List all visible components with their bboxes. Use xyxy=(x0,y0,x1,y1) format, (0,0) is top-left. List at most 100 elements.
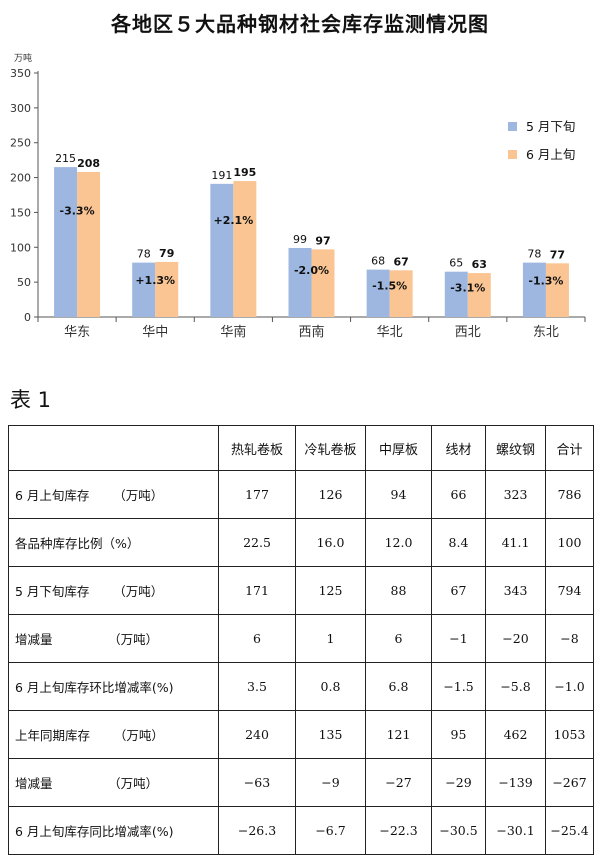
table-cell: −22.3 xyxy=(365,806,432,855)
table-cell: 1053 xyxy=(545,710,594,759)
legend-swatch xyxy=(508,150,517,159)
x-tick-label: 华中 xyxy=(142,325,168,340)
table-cell: 3.5 xyxy=(218,662,296,711)
table-cell: 41.1 xyxy=(485,518,546,567)
table-cell: −139 xyxy=(485,758,546,807)
table-cell: −6.7 xyxy=(295,806,366,855)
table-cell: 177 xyxy=(218,470,296,519)
table-cell: 6 xyxy=(218,614,296,663)
x-tick-label: 华北 xyxy=(377,325,403,340)
table-cell: −1 xyxy=(431,614,486,663)
bar-early-june xyxy=(467,273,491,317)
bar-early-june xyxy=(77,171,101,317)
table-row: 6 月上旬库存环比增减率(%) 3.5 0.8 6.8 −1.5 −5.8 −1.0 xyxy=(8,662,594,711)
table-cell: 6.8 xyxy=(365,662,432,711)
bar-value-label: 195 xyxy=(233,166,256,179)
table-cell: 462 xyxy=(485,710,546,759)
table-cell: −20 xyxy=(485,614,546,663)
table-cell: −30.5 xyxy=(431,806,486,855)
bar-early-june xyxy=(389,270,413,317)
bar-value-label: 97 xyxy=(315,234,330,247)
table-cell: 343 xyxy=(485,566,546,615)
table-header-cell: 热轧卷板 xyxy=(218,425,296,471)
bar-early-june xyxy=(545,263,569,317)
table-cell: 67 xyxy=(431,566,486,615)
row-label-cell: 5 月下旬库存 （万吨） xyxy=(8,566,219,615)
bar-late-may xyxy=(54,167,78,317)
bar-late-may xyxy=(366,269,390,317)
bar-value-label: 77 xyxy=(550,248,565,261)
change-rate-label: +1.3% xyxy=(135,274,175,287)
row-label-cell: 6 月上旬库存环比增减率(%) xyxy=(8,662,219,711)
bar-value-label: 208 xyxy=(77,157,100,170)
table-row: 增减量 （万吨） 6 1 6 −1 −20 −8 xyxy=(8,614,594,663)
bar-value-label: 68 xyxy=(371,255,385,268)
table-header-cell: 线材 xyxy=(431,425,486,471)
bar-early-june xyxy=(233,181,257,317)
table-row: 6 月上旬库存 （万吨） 177 126 94 66 323 786 xyxy=(8,470,594,519)
change-rate-label: -2.0% xyxy=(294,264,329,277)
bar-value-label: 78 xyxy=(137,248,151,261)
table-cell: 94 xyxy=(365,470,432,519)
x-tick-label: 东北 xyxy=(533,325,559,340)
bar-value-label: 191 xyxy=(211,169,232,182)
table-row: 6 月上旬库存同比增减率(%) −26.3 −6.7 −22.3 −30.5 −30.1−… xyxy=(8,806,594,855)
table-cell: 8.4 xyxy=(431,518,486,567)
y-tick-label: 300 xyxy=(10,102,31,115)
table-header-cell: 中厚板 xyxy=(365,425,432,471)
table-header-cell xyxy=(8,425,219,471)
table-cell: 121 xyxy=(365,710,432,759)
row-label-cell: 增减量 （万吨） xyxy=(8,614,219,663)
row-label-cell: 6 月上旬库存 （万吨） xyxy=(8,470,219,519)
bar-late-may xyxy=(288,247,312,317)
change-rate-label: -3.1% xyxy=(450,282,485,295)
table-cell: 125 xyxy=(295,566,366,615)
bar-chart: 万吨 0 50 100 150 200 250 300 350 华东 215 208 -3.3% 华中 78… xyxy=(10,52,586,340)
y-tick-label: 0 xyxy=(24,311,31,324)
table-cell: −27 xyxy=(365,758,432,807)
bar-value-label: 67 xyxy=(393,255,408,268)
table-cell: 16.0 xyxy=(295,518,366,567)
bar-value-label: 78 xyxy=(527,248,541,261)
table-cell: 88 xyxy=(365,566,432,615)
table-cell: 171 xyxy=(218,566,296,615)
table-cell: −25.4 xyxy=(545,806,594,855)
legend-swatch xyxy=(508,122,517,131)
y-tick-label: 350 xyxy=(10,67,31,80)
table-row: 5 月下旬库存 （万吨） 171 125 88 67 343 794 xyxy=(8,566,594,615)
table-cell: −9 xyxy=(295,758,366,807)
table-cell: 0.8 xyxy=(295,662,366,711)
table-cell: 12.0 xyxy=(365,518,432,567)
table-cell: 786 xyxy=(545,470,594,519)
change-rate-label: +2.1% xyxy=(213,214,253,227)
row-label-cell: 6 月上旬库存同比增减率(%) xyxy=(8,806,219,855)
y-tick-label: 200 xyxy=(10,172,31,185)
table-cell: 240 xyxy=(218,710,296,759)
row-label-cell: 上年同期库存 （万吨） xyxy=(8,710,219,759)
bar-late-may xyxy=(132,262,156,317)
table-cell: −30.1 xyxy=(485,806,546,855)
table-cell: −8 xyxy=(545,614,594,663)
inventory-table: 热轧卷板 冷轧卷板 中厚板 线材 螺纹钢 合计 6 月上旬库存 （万吨） 177 126 94 66… xyxy=(8,425,594,855)
bar-late-may xyxy=(444,271,468,317)
x-tick-label: 西北 xyxy=(455,325,481,340)
chart-title: 各地区５大品种钢材社会库存监测情况图 xyxy=(111,12,489,36)
table-row: 增减量 （万吨） −63 −9 −27 −29 −139 −267 xyxy=(8,758,594,807)
bar-value-label: 65 xyxy=(449,257,463,270)
table-cell: 135 xyxy=(295,710,366,759)
y-tick-label: 50 xyxy=(17,276,31,289)
table-cell: 100 xyxy=(545,518,594,567)
x-tick-label: 西南 xyxy=(298,324,324,340)
table-cell: −29 xyxy=(431,758,486,807)
row-label-cell: 增减量 （万吨） xyxy=(8,758,219,807)
row-label-cell: 各品种库存比例（%） xyxy=(8,518,219,567)
x-tick-label: 华南 xyxy=(220,324,246,340)
table-cell: 1 xyxy=(295,614,366,663)
table-cell: −267 xyxy=(545,758,594,807)
bar-value-label: 99 xyxy=(293,233,307,246)
table-cell: −63 xyxy=(218,758,296,807)
bar-early-june xyxy=(311,249,335,317)
bar-value-label: 79 xyxy=(159,247,174,260)
y-tick-label: 150 xyxy=(10,206,31,219)
change-rate-label: -1.3% xyxy=(528,274,563,287)
